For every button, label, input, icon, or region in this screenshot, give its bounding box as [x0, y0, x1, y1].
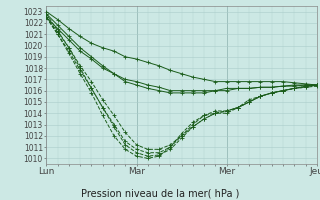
Text: Pression niveau de la mer( hPa ): Pression niveau de la mer( hPa )	[81, 188, 239, 198]
